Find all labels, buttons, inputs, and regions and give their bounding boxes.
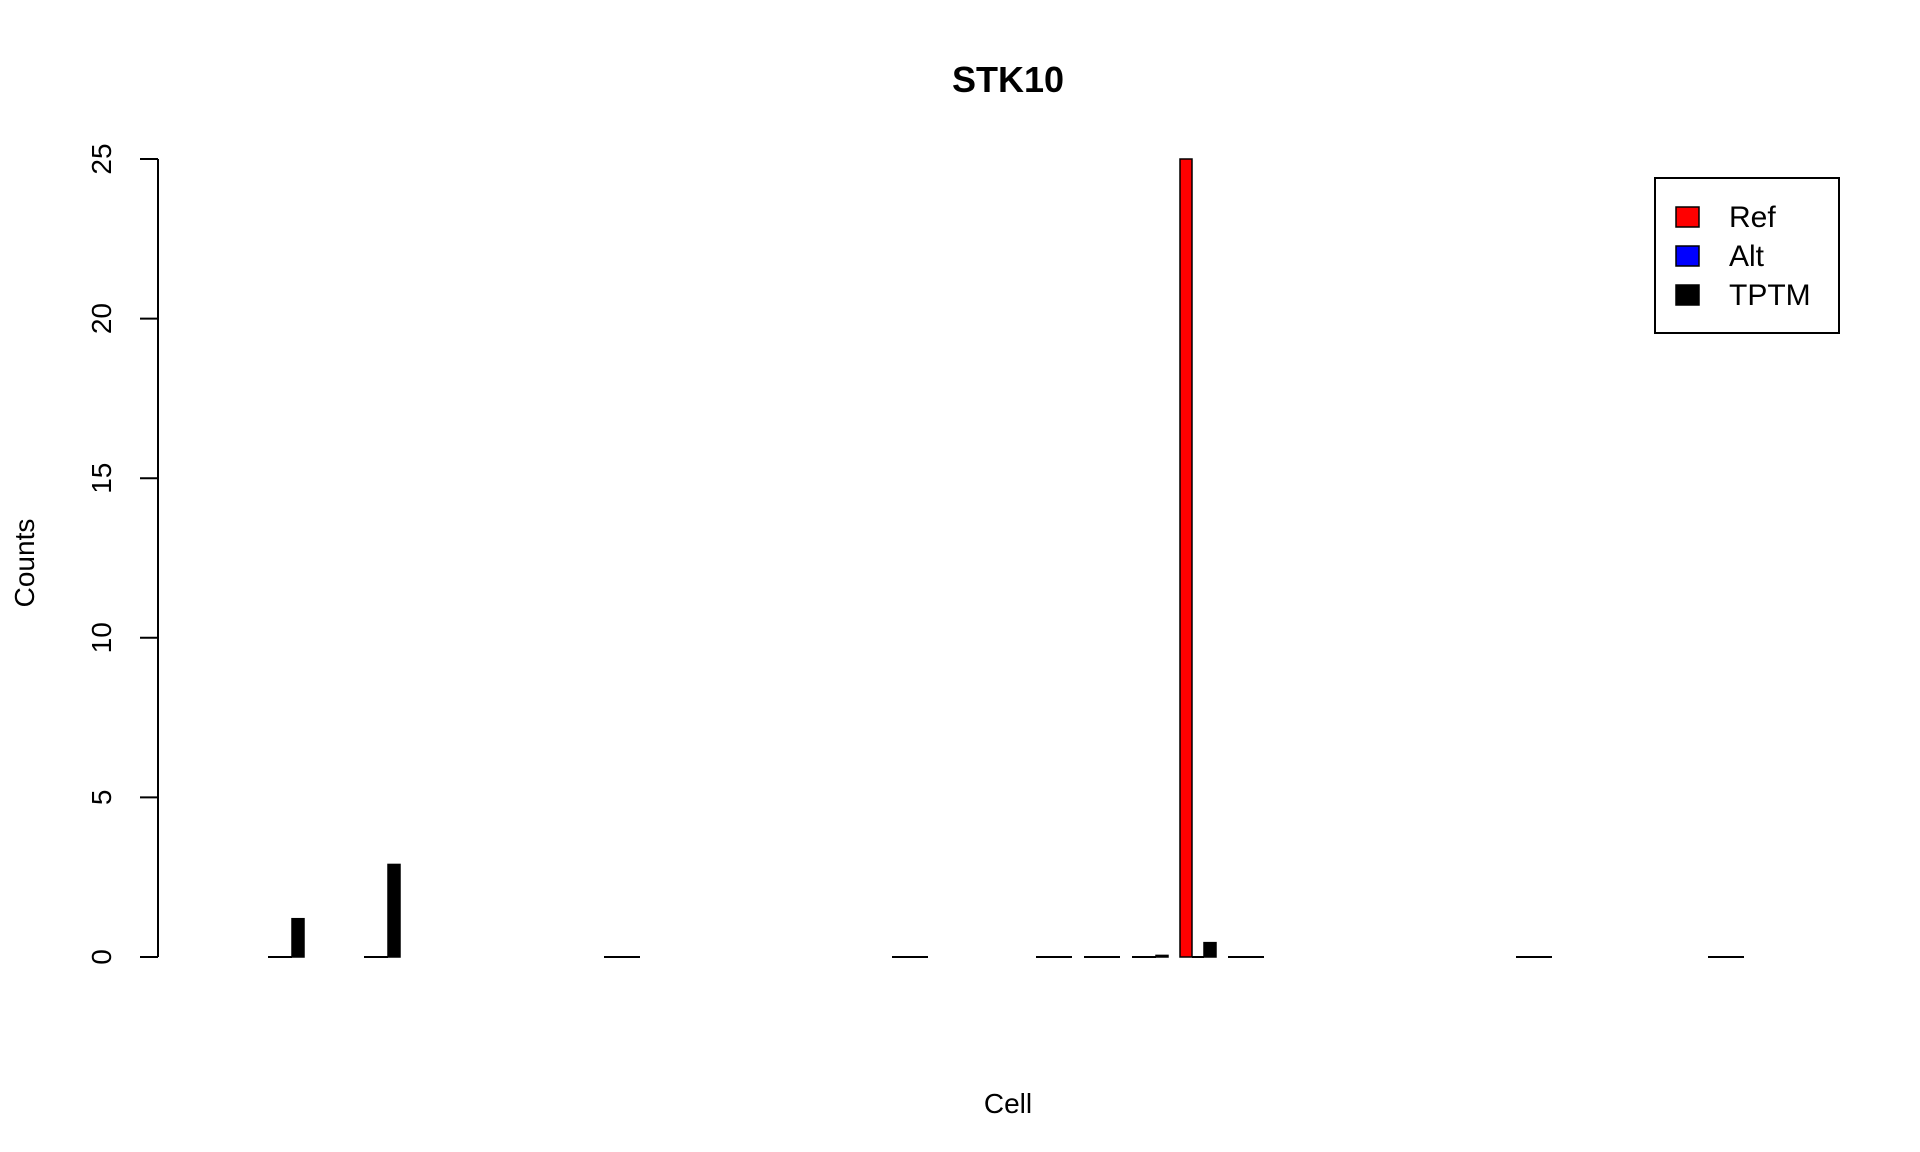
x-axis-label: Cell: [984, 1088, 1032, 1119]
y-tick-label: 15: [86, 463, 117, 494]
y-axis: 0 5 10 15 20 25: [86, 143, 159, 965]
y-tick-label: 5: [86, 790, 117, 806]
bar-tptm: [1203, 941, 1217, 958]
bar-ref: [1179, 158, 1193, 958]
y-tick-label: 10: [86, 622, 117, 653]
y-axis-label: Counts: [9, 519, 40, 608]
legend-label-tptm: TPTM: [1729, 279, 1811, 312]
y-tick-label: 25: [86, 143, 117, 174]
bar-tptm: [291, 917, 305, 958]
legend-swatch-ref: [1675, 206, 1700, 228]
bars-group: [268, 158, 1744, 958]
legend-label-alt: Alt: [1729, 240, 1765, 273]
legend-swatch-alt: [1675, 245, 1700, 267]
bar-tptm: [1155, 954, 1169, 958]
legend: Ref Alt TPTM: [1654, 177, 1840, 334]
chart-title: STK10: [952, 59, 1064, 100]
bar-tptm: [387, 863, 401, 958]
y-tick-label: 0: [86, 949, 117, 965]
legend-swatch-tptm: [1675, 284, 1700, 306]
legend-label-ref: Ref: [1729, 201, 1776, 234]
y-tick-label: 20: [86, 303, 117, 334]
